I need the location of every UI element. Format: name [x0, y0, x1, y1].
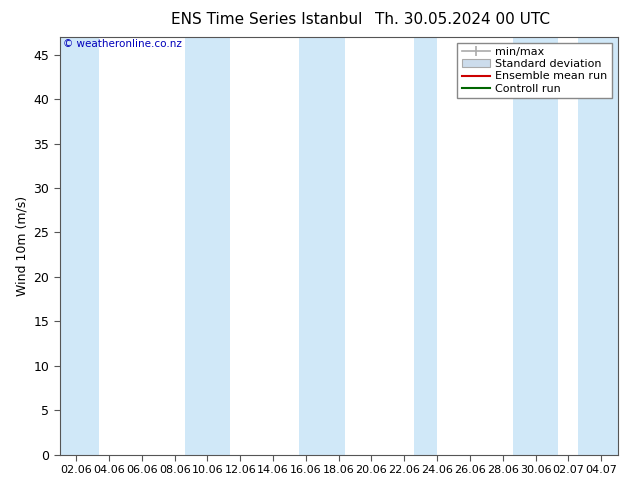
Bar: [512, 37, 559, 455]
Bar: [299, 37, 346, 455]
Y-axis label: Wind 10m (m/s): Wind 10m (m/s): [15, 196, 28, 296]
Text: © weatheronline.co.nz: © weatheronline.co.nz: [63, 39, 181, 49]
Bar: [60, 37, 99, 455]
Text: Th. 30.05.2024 00 UTC: Th. 30.05.2024 00 UTC: [375, 12, 550, 27]
Text: ENS Time Series Istanbul: ENS Time Series Istanbul: [171, 12, 362, 27]
Legend: min/max, Standard deviation, Ensemble mean run, Controll run: min/max, Standard deviation, Ensemble me…: [458, 43, 612, 98]
Bar: [184, 37, 230, 455]
Bar: [414, 37, 437, 455]
Bar: [578, 37, 618, 455]
